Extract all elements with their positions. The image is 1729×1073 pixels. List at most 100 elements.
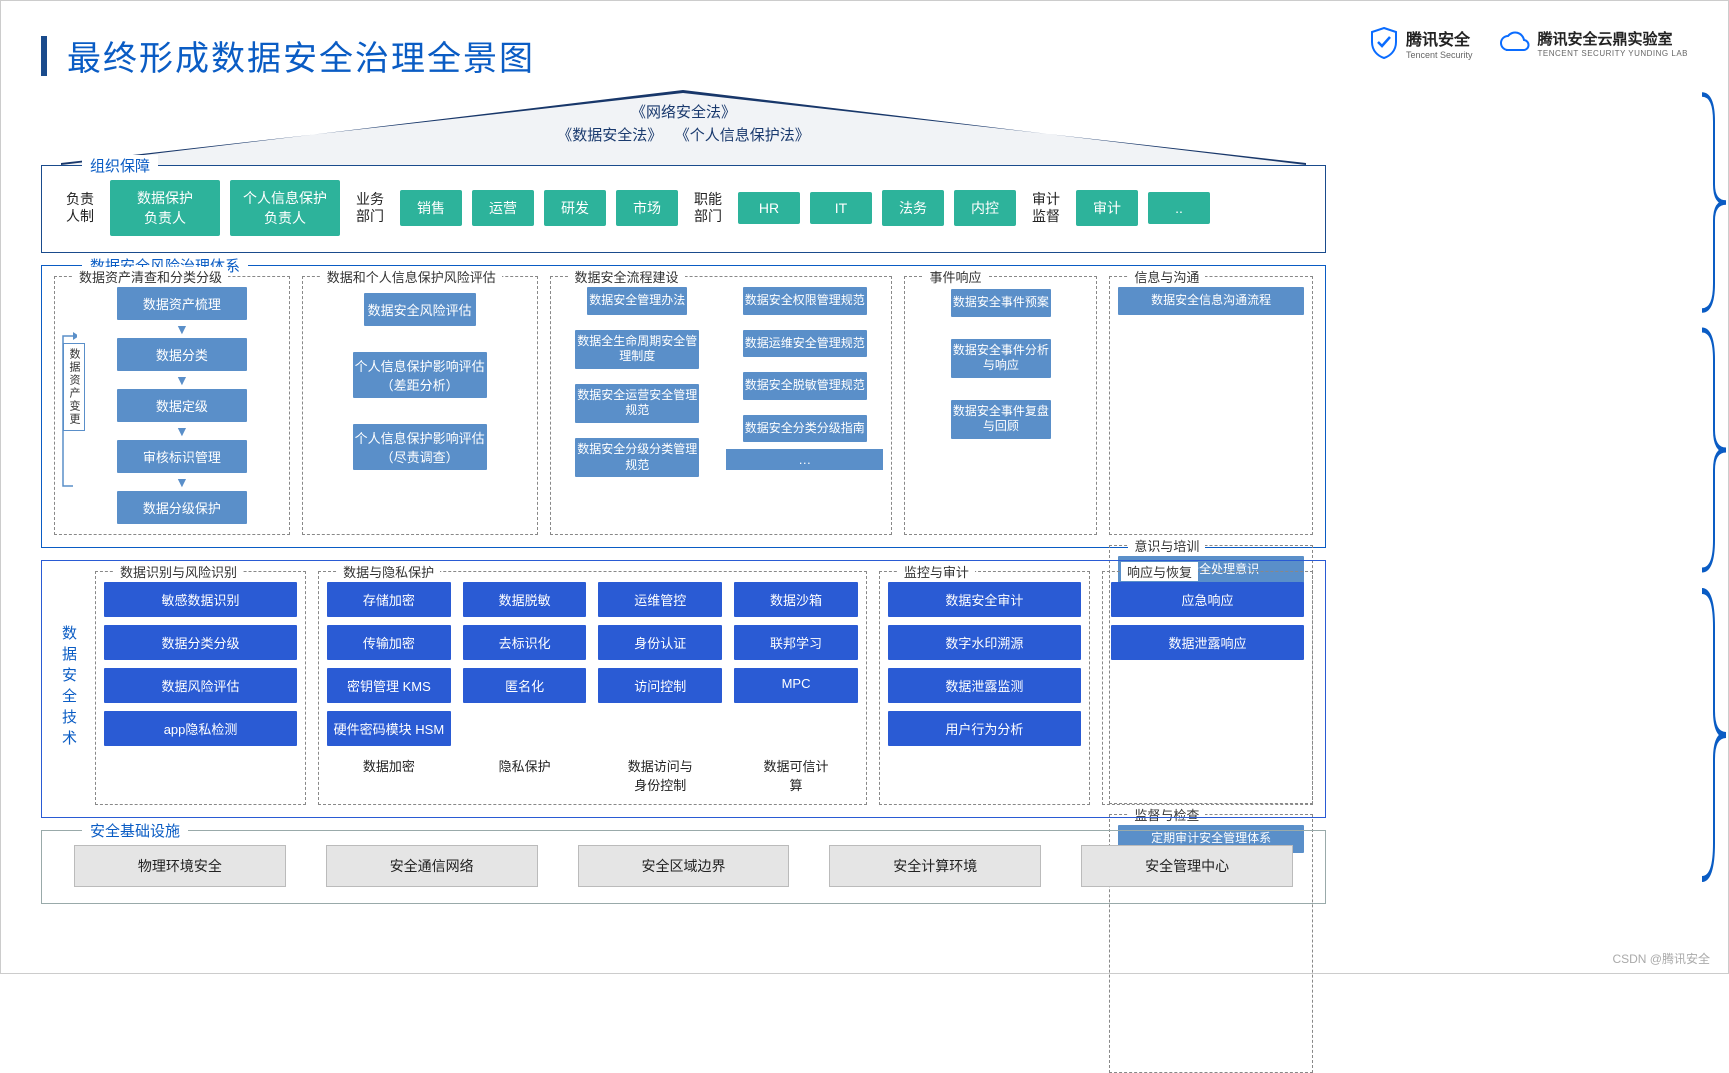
tech-pill: 身份认证: [598, 625, 722, 660]
risk-pill: 数据安全运营安全管理 规范: [575, 384, 699, 423]
tech-c2-title: 数据与隐私保护: [337, 562, 440, 581]
right-brackets: 法律合规咨询 数据安全体系咨询 安全产品与技术: [1698, 90, 1729, 904]
tech-pill: 访问控制: [598, 668, 722, 703]
org-chip: 销售: [400, 190, 462, 226]
risk-pill: 数据安全风险评估: [364, 293, 476, 326]
bracket-icon: [1698, 325, 1728, 575]
org-g2-label: 业务 部门: [350, 191, 390, 225]
risk-pill: 数据安全事件预案: [951, 289, 1051, 317]
risk-pill: 数据全生命周期安全管 理制度: [575, 330, 699, 369]
tech-c4: 响应与恢复 应急响应 数据泄露响应: [1102, 571, 1313, 805]
tech-pill: app隐私检测: [104, 711, 297, 746]
risk-pill: 数据资产梳理: [117, 287, 247, 320]
risk-pill-more: …: [726, 449, 883, 470]
org-chip: 内控: [954, 190, 1016, 226]
risk-pill: 数据安全事件分析 与响应: [951, 339, 1051, 378]
tech-pill: 存储加密: [327, 582, 451, 617]
risk-c2-title: 数据和个人信息保护风险评估: [321, 267, 502, 286]
org-section: 组织保障 负责 人制 数据保护 负责人 个人信息保护 负责人 业务 部门 销售 …: [41, 165, 1326, 253]
risk-c1-title: 数据资产清查和分类分级: [73, 267, 228, 286]
risk-pill: 数据定级: [117, 389, 247, 422]
org-g3-label: 职能 部门: [688, 191, 728, 225]
tech-c2: 数据与隐私保护 存储加密 数据脱敏 运维管控 数据沙箱 传输加密 去标识化 身份…: [318, 571, 867, 805]
org-chip: HR: [738, 192, 800, 224]
roof-laws: 《网络安全法》 《数据安全法》 《个人信息保护法》: [61, 90, 1306, 165]
tech-pill: 匿名化: [463, 668, 587, 703]
tech-foot: 数据可信计 算: [734, 756, 858, 794]
org-chip: 市场: [616, 190, 678, 226]
cloud-icon: [1498, 30, 1530, 56]
logo-area: 腾讯安全 Tencent Security 腾讯安全云鼎实验室 TENCENT …: [1370, 26, 1688, 60]
risk-pill: 数据分级保护: [117, 491, 247, 524]
risk-pill: 数据安全脱敏管理规范: [743, 372, 867, 400]
bracket-icon: [1698, 585, 1728, 885]
tencent-security-logo: 腾讯安全 Tencent Security: [1370, 26, 1473, 60]
risk-pill: 数据安全权限管理规范: [743, 287, 867, 315]
law-2b: 《个人信息保护法》: [675, 127, 810, 144]
loop-arrow-icon: [59, 331, 77, 491]
org-chip: IT: [810, 192, 872, 224]
tech-pill: 数据沙箱: [734, 582, 858, 617]
title-accent-bar: [41, 36, 47, 76]
tech-pill: 数据脱敏: [463, 582, 587, 617]
infra-pill: 物理环境安全: [74, 845, 286, 887]
infra-legend: 安全基础设施: [82, 820, 188, 841]
risk-c4: 事件响应 数据安全事件预案 数据安全事件分析 与响应 数据安全事件复盘 与回顾: [904, 276, 1097, 535]
risk-c5b-title: 意识与培训: [1128, 536, 1205, 555]
tech-c1: 数据识别与风险识别 敏感数据识别 数据分类分级 数据风险评估 app隐私检测: [95, 571, 306, 805]
tech-c1-title: 数据识别与风险识别: [114, 562, 243, 581]
logo1-en: Tencent Security: [1406, 50, 1473, 60]
infra-pill: 安全计算环境: [829, 845, 1041, 887]
org-chip: 法务: [882, 190, 944, 226]
tech-pill: 运维管控: [598, 582, 722, 617]
infra-pill: 安全通信网络: [326, 845, 538, 887]
infra-pill: 安全区域边界: [578, 845, 790, 887]
tech-pill: 数据分类分级: [104, 625, 297, 660]
page-title: 最终形成数据安全治理全景图: [67, 31, 535, 80]
law-2a: 《数据安全法》: [557, 127, 662, 144]
arrow-down-icon: ▼: [175, 322, 189, 336]
risk-c5a-title: 信息与沟通: [1128, 267, 1205, 286]
arrow-down-icon: ▼: [175, 475, 189, 489]
logo2-cn: 腾讯安全云鼎实验室: [1538, 28, 1688, 49]
tech-section: 数据安全技术 数据识别与风险识别 敏感数据识别 数据分类分级 数据风险评估 ap…: [41, 560, 1326, 818]
tech-pill: 应急响应: [1111, 582, 1304, 617]
tech-pill: 数据风险评估: [104, 668, 297, 703]
org-chip: 审计: [1076, 190, 1138, 226]
org-chip: 运营: [472, 190, 534, 226]
bracket-icon: [1698, 90, 1728, 315]
risk-pill: 数据安全事件复盘 与回顾: [951, 400, 1051, 439]
tech-foot: 隐私保护: [463, 756, 587, 794]
arrow-down-icon: ▼: [175, 424, 189, 438]
risk-pill: 审核标识管理: [117, 440, 247, 473]
tech-pill: 去标识化: [463, 625, 587, 660]
yunding-lab-logo: 腾讯安全云鼎实验室 TENCENT SECURITY YUNDING LAB: [1498, 28, 1688, 58]
watermark: CSDN @腾讯安全: [1612, 950, 1710, 967]
risk-c4-title: 事件响应: [923, 267, 987, 286]
risk-pill: 数据运维安全管理规范: [743, 330, 867, 358]
org-chip: ..: [1148, 192, 1210, 224]
risk-pill: 个人信息保护影响评估 （差距分析）: [353, 352, 487, 398]
tech-c4-title: 响应与恢复: [1121, 562, 1198, 581]
tech-pill: 传输加密: [327, 625, 451, 660]
tech-vlabel: 数据安全技术: [54, 625, 83, 751]
tech-pill: 数字水印溯源: [888, 625, 1081, 660]
risk-pill: 数据安全管理办法: [587, 287, 687, 315]
risk-pill: 数据安全分级分类管理 规范: [575, 438, 699, 477]
org-chip: 数据保护 负责人: [110, 180, 220, 236]
risk-pill: 数据安全信息沟通流程: [1118, 287, 1304, 315]
org-g1-label: 负责 人制: [60, 191, 100, 225]
risk-section: 数据安全风险治理体系 数据资产清查和分类分级 数据资产变更: [41, 265, 1326, 548]
infra-section: 安全基础设施 物理环境安全 安全通信网络 安全区域边界 安全计算环境 安全管理中…: [41, 830, 1326, 904]
org-legend: 组织保障: [82, 155, 158, 176]
risk-pill: 个人信息保护影响评估 （尽责调查）: [353, 424, 487, 470]
tech-foot: 数据访问与 身份控制: [598, 756, 722, 794]
logo2-en: TENCENT SECURITY YUNDING LAB: [1538, 49, 1688, 58]
risk-c3-title: 数据安全流程建设: [569, 267, 685, 286]
tech-pill: 数据安全审计: [888, 582, 1081, 617]
risk-c2: 数据和个人信息保护风险评估 数据安全风险评估 个人信息保护影响评估 （差距分析）…: [302, 276, 538, 535]
tech-pill: 硬件密码模块 HSM: [327, 711, 451, 746]
logo1-cn: 腾讯安全: [1406, 26, 1473, 50]
org-chip: 个人信息保护 负责人: [230, 180, 340, 236]
law-1: 《网络安全法》: [61, 102, 1306, 125]
